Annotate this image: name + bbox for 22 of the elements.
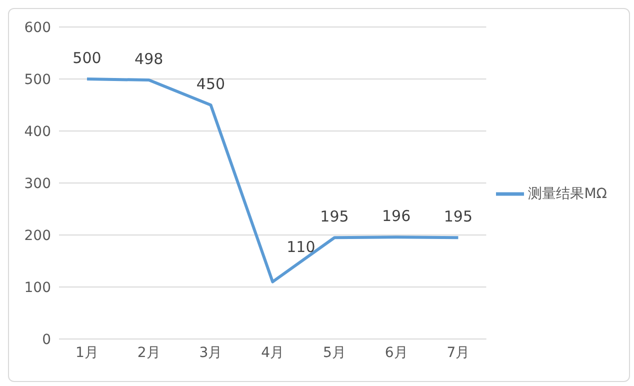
x-tick-label: 6月 [384,344,408,361]
y-tick-label: 500 [24,72,51,88]
x-tick-label: 2月 [137,344,160,361]
x-tick-label: 5月 [323,344,346,361]
y-tick-label: 300 [24,176,51,192]
y-tick-label: 100 [24,280,51,296]
data-label: 195 [320,208,349,226]
y-tick-label: 200 [24,228,51,244]
x-tick-label: 7月 [446,344,470,361]
data-label: 195 [444,208,473,226]
y-tick-label: 400 [24,124,51,140]
y-tick-label: 600 [24,20,51,36]
x-tick-label: 1月 [76,344,98,361]
legend-label: 测量结果MΩ [528,186,607,202]
data-label: 500 [72,49,102,67]
x-tick-label: 4月 [261,344,284,361]
data-label: 196 [382,207,411,226]
y-tick-label: 0 [42,332,51,348]
data-label: 110 [286,238,316,256]
data-label: 450 [196,75,226,93]
x-tick-label: 3月 [199,344,222,361]
data-label: 498 [134,50,164,68]
